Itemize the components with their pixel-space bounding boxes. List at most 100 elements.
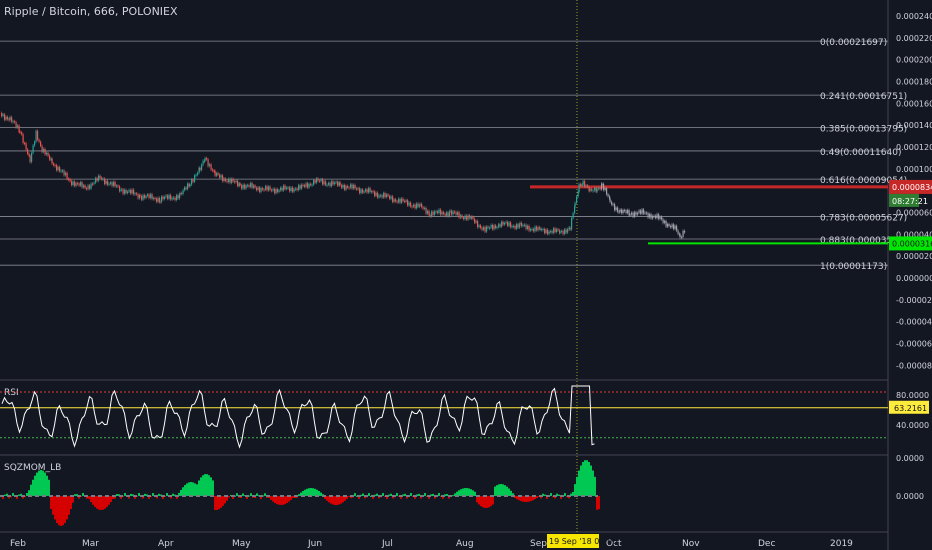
momentum-bar <box>448 496 450 499</box>
momentum-bar <box>586 460 588 496</box>
momentum-bar <box>220 496 222 508</box>
fib-label: 0.883(0.00003575) <box>820 236 907 246</box>
price-axis-tick: 0.00024000 <box>896 12 932 21</box>
momentum-bar <box>264 493 266 496</box>
price-axis-tick: -0.00006000 <box>896 340 932 349</box>
momentum-bar <box>208 475 210 496</box>
momentum-bar <box>198 480 200 496</box>
momentum-bar <box>38 470 40 496</box>
momentum-bar <box>492 496 494 505</box>
momentum-bar <box>504 485 506 496</box>
momentum-bar <box>306 488 308 496</box>
price-axis-tick: -0.00008000 <box>896 361 932 370</box>
momentum-bar <box>16 496 18 499</box>
rsi-line <box>1 385 595 449</box>
momentum-bar <box>530 496 532 502</box>
momentum-bar <box>192 482 194 496</box>
momentum-bar <box>592 470 594 496</box>
momentum-bar <box>22 496 24 499</box>
momentum-bar <box>312 488 314 496</box>
momentum-bar <box>572 491 574 496</box>
momentum-bar <box>8 496 10 499</box>
momentum-pane[interactable] <box>0 460 600 526</box>
momentum-bar <box>502 484 504 496</box>
momentum-bar <box>66 496 68 520</box>
momentum-bar <box>70 496 72 510</box>
price-axis-tick: 0.00002000 <box>896 252 932 261</box>
symbol-title: Ripple / Bitcoin, 666, POLONIEX <box>4 5 178 18</box>
rsi-axis-tick: 80.0000 <box>896 391 929 400</box>
momentum-bar <box>188 482 190 496</box>
time-axis[interactable]: Feb Mar Apr May Jun Jul Aug Sep Oct Nov Dec 2019 19 … <box>10 534 853 549</box>
fib-label: 0.783(0.00005627) <box>820 214 907 224</box>
momentum-bar <box>324 496 326 499</box>
momentum-bar <box>386 496 388 499</box>
momentum-bar <box>152 493 154 496</box>
momentum-bar <box>482 496 484 508</box>
price-axis-tick: 0.00022000 <box>896 34 932 43</box>
momentum-bar <box>556 493 558 496</box>
momentum-bar <box>196 484 198 496</box>
momentum-bar <box>488 496 490 508</box>
momentum-bar <box>540 496 542 499</box>
momentum-bar <box>438 493 440 496</box>
momentum-bar <box>68 496 70 515</box>
momentum-bar <box>532 496 534 501</box>
momentum-bar <box>476 496 478 503</box>
time-axis-label: Sep <box>530 539 547 549</box>
momentum-bar <box>338 496 340 505</box>
momentum-bar <box>116 494 118 496</box>
momentum-bar <box>500 484 502 496</box>
momentum-bar <box>232 496 234 499</box>
momentum-bar <box>428 496 430 499</box>
momentum-bar <box>354 493 356 496</box>
momentum-bar <box>528 496 530 502</box>
momentum-bar <box>596 496 598 510</box>
momentum-bar <box>470 489 472 496</box>
momentum-bar <box>62 496 64 526</box>
momentum-bar <box>460 489 462 496</box>
momentum-bar <box>212 480 214 496</box>
momentum-bar <box>282 496 284 505</box>
momentum-bar <box>200 477 202 496</box>
momentum-bar <box>246 496 248 499</box>
momentum-bar <box>44 472 46 496</box>
momentum-bar <box>194 483 196 496</box>
fib-label: 0(0.00021697) <box>820 38 887 48</box>
momentum-bar <box>508 488 510 496</box>
momentum-bar <box>106 496 108 507</box>
momentum-bar <box>300 492 302 496</box>
momentum-bar <box>598 496 600 510</box>
momentum-bar <box>280 496 282 505</box>
momentum-bar <box>100 496 102 510</box>
momentum-bar <box>334 496 336 505</box>
price-pane[interactable]: 0(0.00021697) 0.241(0.00016751) 0.385(0.00… <box>0 38 907 272</box>
momentum-bar <box>88 496 90 500</box>
rsi-pane[interactable] <box>0 385 888 449</box>
momentum-bar <box>446 494 448 496</box>
momentum-bar <box>336 496 338 505</box>
momentum-bar <box>512 493 514 496</box>
momentum-bar <box>522 496 524 502</box>
momentum-bar <box>166 493 168 496</box>
momentum-bar <box>32 479 34 496</box>
momentum-bar <box>568 496 570 499</box>
price-axis-tick: 0.00016000 <box>896 99 932 108</box>
momentum-bar <box>320 492 322 496</box>
momentum-bar <box>180 489 182 496</box>
price-axis[interactable]: 0.00024000 0.00022000 0.00020000 0.00018000… <box>889 12 932 501</box>
rsi-axis-tick: 40.0000 <box>896 421 929 430</box>
price-axis-tick: 0.00006000 <box>896 209 932 218</box>
momentum-bar <box>148 496 150 499</box>
fib-label: 0.616(0.00009054) <box>820 176 907 186</box>
momentum-bar <box>228 496 230 498</box>
momentum-bar <box>520 496 522 502</box>
momentum-bar <box>314 488 316 496</box>
momentum-bar <box>472 490 474 496</box>
momentum-bar <box>580 465 582 496</box>
momentum-bar <box>128 496 130 499</box>
momentum-bar <box>202 475 204 496</box>
momentum-bar <box>178 492 180 496</box>
momentum-axis-tick: 0.0000 <box>896 492 924 501</box>
